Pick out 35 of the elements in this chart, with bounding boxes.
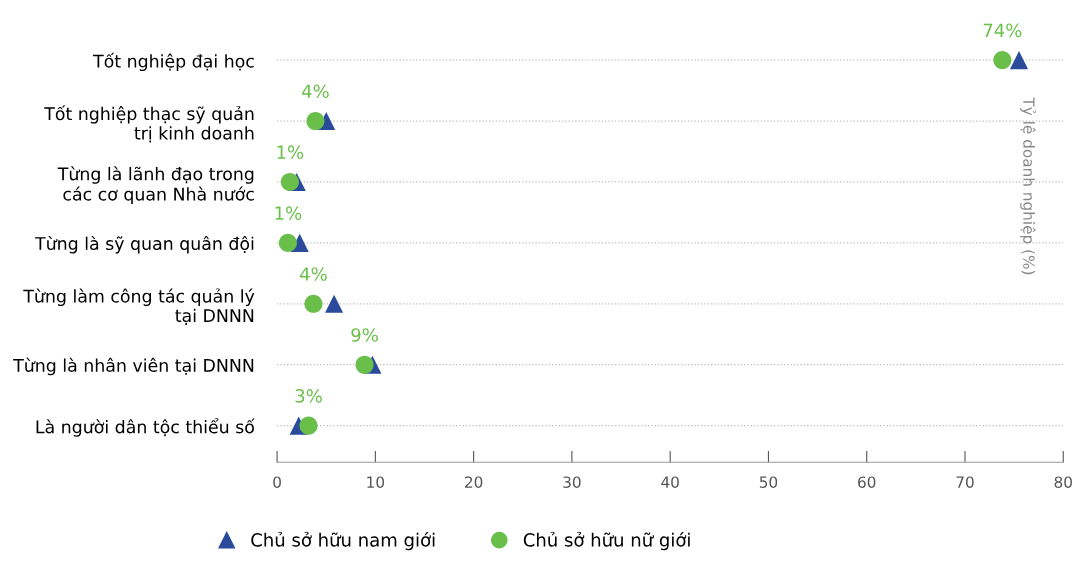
y-tick-label: Từng làm công tác quản lý tại DNNN bbox=[23, 288, 255, 326]
point bbox=[325, 294, 344, 313]
data-label: 1% bbox=[277, 145, 304, 160]
point bbox=[993, 51, 1012, 70]
legend-label: Chủ sở hữu nam giới bbox=[251, 531, 435, 551]
point bbox=[299, 416, 318, 435]
point bbox=[306, 111, 325, 131]
x-tick-label: 70 bbox=[956, 476, 974, 488]
x-tick-label: 20 bbox=[465, 476, 483, 488]
y-tick-label: Tốt nghiệp đại học bbox=[93, 52, 254, 72]
point bbox=[355, 355, 374, 374]
y-tick-label: Từng là lãnh đạo trong các cơ quan Nhà nước bbox=[57, 166, 254, 205]
x-tick-label: 0 bbox=[273, 476, 281, 488]
data-label: 4% bbox=[301, 84, 329, 99]
y2-axis-title: Tỷ lệ doanh nghiệp (%) bbox=[1020, 97, 1036, 275]
y-tick-label: Là người dân tộc thiểu số bbox=[36, 418, 255, 437]
point bbox=[280, 172, 299, 192]
data-label: 1% bbox=[275, 206, 302, 220]
x-tick-label: 10 bbox=[367, 476, 385, 488]
x-tick-label: 80 bbox=[1054, 476, 1072, 488]
data-label: 3% bbox=[295, 389, 322, 403]
y-tick-label: Tốt nghiệp thạc sỹ quản trị kinh doanh bbox=[44, 105, 254, 143]
y-tick-label: Từng là nhân viên tại DNNN bbox=[13, 357, 254, 376]
legend-label: Chủ sở hữu nữ giới bbox=[523, 531, 690, 551]
data-label: 4% bbox=[300, 267, 327, 281]
point bbox=[304, 294, 323, 313]
x-tick-label: 50 bbox=[759, 476, 778, 488]
point bbox=[278, 233, 297, 252]
data-label: 74% bbox=[983, 23, 1022, 38]
point bbox=[1009, 51, 1029, 70]
y-tick-label: Từng là sỹ quan quân đội bbox=[35, 235, 254, 254]
x-tick-label: 60 bbox=[858, 476, 876, 488]
x-tick-label: 30 bbox=[563, 476, 581, 488]
x-tick-label: 40 bbox=[661, 476, 679, 488]
data-label: 9% bbox=[351, 328, 378, 342]
